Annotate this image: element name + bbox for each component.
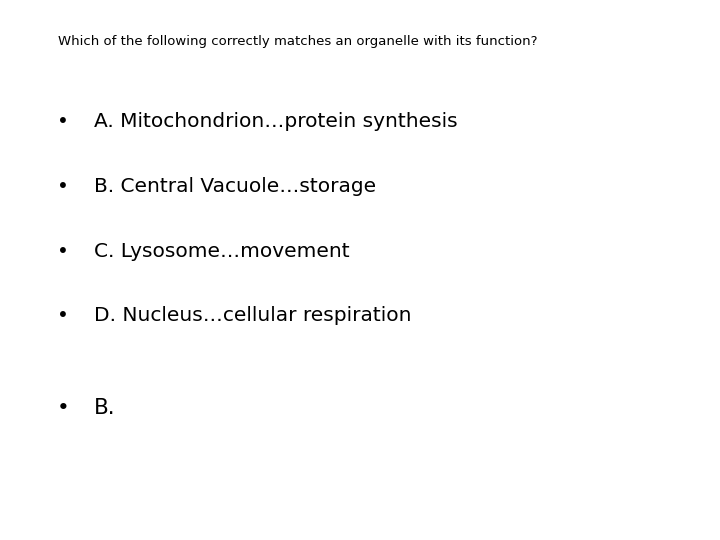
Text: C. Lysosome…movement: C. Lysosome…movement: [94, 241, 349, 261]
Text: Which of the following correctly matches an organelle with its function?: Which of the following correctly matches…: [58, 35, 537, 48]
Text: B.: B.: [94, 397, 115, 418]
Text: D. Nucleus…cellular respiration: D. Nucleus…cellular respiration: [94, 306, 411, 326]
Text: •: •: [58, 177, 69, 196]
Text: •: •: [57, 397, 70, 418]
Text: B. Central Vacuole…storage: B. Central Vacuole…storage: [94, 177, 376, 196]
Text: •: •: [58, 241, 69, 261]
Text: A. Mitochondrion…protein synthesis: A. Mitochondrion…protein synthesis: [94, 112, 457, 131]
Text: •: •: [58, 112, 69, 131]
Text: •: •: [58, 306, 69, 326]
